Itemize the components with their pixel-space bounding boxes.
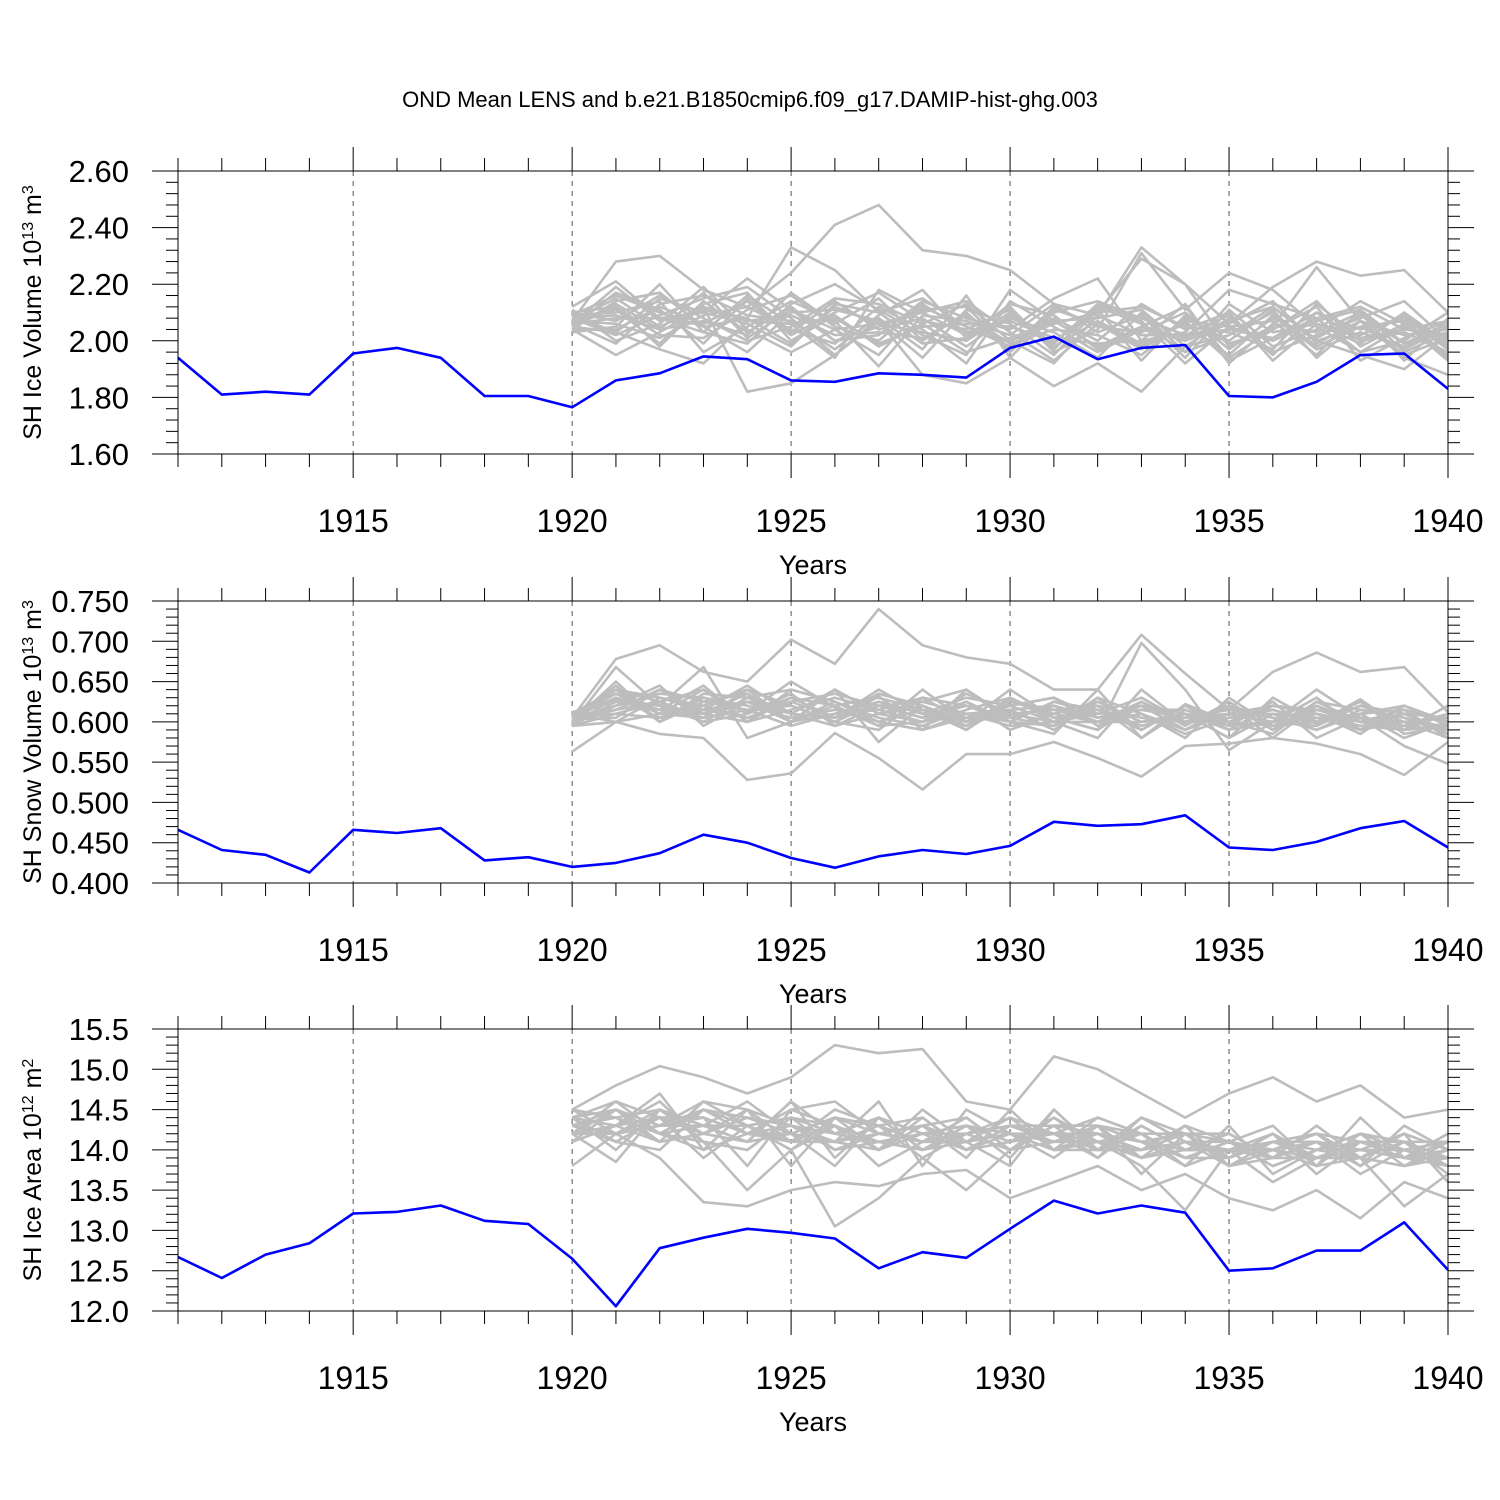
x-tick-label: 1925 [756,932,827,968]
y-tick-label: 12.0 [69,1294,129,1329]
plot-frame [177,600,1449,884]
y-tick-label: 13.0 [69,1213,129,1248]
ensemble-lines [571,607,1449,791]
x-axis-label: Years [779,979,847,1009]
ensemble-member-line [571,291,1449,362]
x-tick-label: 1920 [537,1360,608,1396]
ensemble-member-line [571,294,1449,351]
ensemble-member-line [571,1108,1449,1168]
y-tick-label: 13.5 [69,1173,129,1208]
y-tick-label: 0.400 [51,866,129,901]
x-tick-label: 1940 [1412,503,1483,539]
x-tick-label: 1935 [1193,503,1264,539]
y-tick-label: 14.0 [69,1133,129,1168]
y-tick-label: 15.5 [69,1012,129,1047]
x-tick-label: 1930 [974,503,1045,539]
ensemble-member-line [571,1132,1449,1220]
y-tick-label: 1.80 [69,380,129,415]
plot-frame [177,170,1449,455]
y-tick-label: 2.00 [69,324,129,359]
x-tick-label: 1930 [974,932,1045,968]
ensemble-lines [571,203,1449,394]
ensemble-member-line [571,692,1449,728]
plot-frame [177,1028,1449,1312]
y-axis-label: SH Snow Volume 1013 m3 [19,600,47,884]
series-line-ghg [177,335,1449,409]
y-tick-label: 0.550 [51,745,129,780]
x-axis-label: Years [779,550,847,580]
x-tick-label: 1940 [1412,1360,1483,1396]
y-tick-label: 14.5 [69,1093,129,1128]
x-tick-label: 1930 [974,1360,1045,1396]
y-tick-label: 0.450 [51,826,129,861]
x-tick-label: 1940 [1412,932,1483,968]
ensemble-member-line [571,1108,1449,1168]
y-tick-label: 0.600 [51,705,129,740]
x-tick-label: 1915 [318,1360,389,1396]
ensemble-member-line [571,291,1449,362]
ensemble-lines [571,1043,1449,1228]
y-tick-label: 0.700 [51,624,129,659]
y-tick-label: 2.60 [69,154,129,189]
x-tick-label: 1920 [537,932,608,968]
ensemble-member-line [571,297,1449,357]
y-axis-label: SH Ice Area 1012 m2 [19,1059,47,1282]
ensemble-member-line [571,641,1449,766]
y-tick-label: 15.0 [69,1052,129,1087]
y-tick-label: 2.40 [69,211,129,246]
chart-panel-3: 1915 1920 1925 1930 1935 1940 Years 12.0 12.5 13.… [19,1005,1484,1437]
y-tick-label: 0.650 [51,665,129,700]
x-tick-label: 1925 [756,1360,827,1396]
ensemble-member-line [571,688,1449,732]
y-tick-label: 0.500 [51,785,129,820]
panels: 1915 1920 1925 1930 1935 1940 Years 1.60 1.80 2.0… [19,147,1484,1437]
x-tick-label: 1935 [1193,1360,1264,1396]
x-tick-label: 1915 [318,932,389,968]
x-tick-label: 1920 [537,503,608,539]
ensemble-member-line [571,720,1449,791]
y-tick-label: 12.5 [69,1254,129,1289]
ensemble-member-line [571,1108,1449,1168]
x-axis-label: Years [779,1407,847,1437]
ensemble-member-line [572,299,1449,368]
ensemble-member-line [571,1108,1449,1160]
y-tick-label: 2.20 [69,267,129,302]
ensemble-member-line [571,607,1449,719]
figure-title: OND Mean LENS and b.e21.B1850cmip6.f09_g… [402,87,1098,112]
y-tick-label: 1.60 [69,437,129,472]
x-tick-label: 1935 [1193,932,1264,968]
x-tick-label: 1925 [756,503,827,539]
x-tick-label: 1915 [318,503,389,539]
y-tick-label: 0.750 [51,584,129,619]
ensemble-member-line [571,1116,1448,1160]
y-axis-label: SH Ice Volume 1013 m3 [19,185,47,440]
series-line-ghg [177,813,1449,874]
chart-panel-1: 1915 1920 1925 1930 1935 1940 Years 1.60 1.80 2.0… [19,147,1484,580]
series-line-ghg [177,1199,1449,1308]
ensemble-member-line [571,285,1449,360]
ensemble-member-line [571,688,1449,736]
chart-panel-2: 1915 1920 1925 1930 1935 1940 Years 0.400 0.450 0… [19,577,1484,1009]
ensemble-member-line [571,692,1449,732]
